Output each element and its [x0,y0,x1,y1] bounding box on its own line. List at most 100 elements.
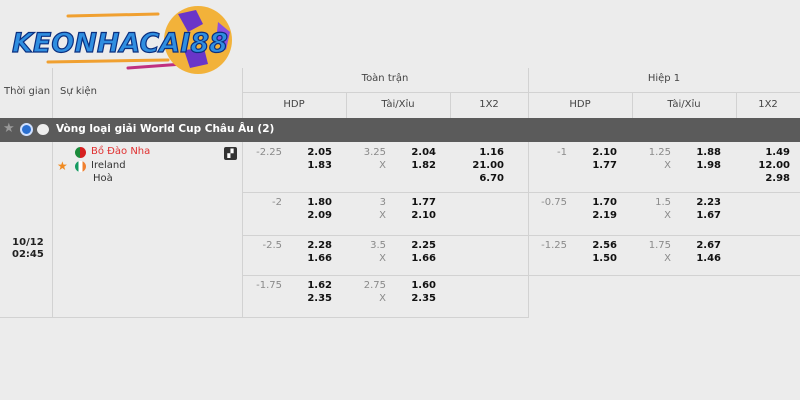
half1-ou-line-value: 1.25 [648,147,671,158]
half1-1x2-odds[interactable]: 1.49 12.00 2.98 [740,146,790,185]
full_match-1x2-odds[interactable]: 1.16 21.00 6.70 [454,146,504,185]
full_match-ou-line-value: X [379,293,386,304]
half1-hdp-line-value: -1 [557,147,567,158]
half1-ou-odds-value[interactable]: 1.98 [696,160,721,171]
half1-hdp-line: -1 [517,146,567,159]
half1-ou-line: 1.25 X [621,146,671,172]
half1-ou-line-value: X [664,210,671,221]
header-1x2: 1X2 [479,99,499,110]
full_match-hdp-line-value: -2 [272,197,282,208]
full_match-hdp-odds-value[interactable]: 2.35 [307,293,332,304]
full_match-1x2-odds-value[interactable]: 6.70 [479,173,504,184]
full_match-1x2-odds-value[interactable]: 1.16 [479,147,504,158]
full_match-hdp-odds-value[interactable]: 1.66 [307,253,332,264]
header-h1-over-under: Tài/Xỉu [667,99,701,110]
half1-hdp-odds[interactable]: 1.70 2.19 [567,196,617,222]
draw-label: Hoà [93,173,113,184]
half1-ou-line: 1.75 X [621,239,671,265]
full_match-hdp-odds[interactable]: 2.28 1.66 [282,239,332,265]
league-name: Vòng loại giải World Cup Châu Âu (2) [56,123,275,135]
full_match-hdp-odds[interactable]: 2.05 1.83 [282,146,332,172]
full_match-ou-odds-value[interactable]: 1.82 [411,160,436,171]
half1-hdp-odds[interactable]: 2.10 1.77 [567,146,617,172]
full_match-hdp-odds-value[interactable]: 1.83 [307,160,332,171]
full_match-hdp-line-value: -2.25 [256,147,282,158]
full_match-ou-odds[interactable]: 1.77 2.10 [386,196,436,222]
half1-hdp-odds-value[interactable]: 2.56 [592,240,617,251]
full_match-hdp-line: -1.75 [232,279,282,292]
half1-ou-odds-value[interactable]: 1.88 [696,147,721,158]
half1-hdp-odds-value[interactable]: 2.10 [592,147,617,158]
brand-logo: KEONHACAI88 [8,2,238,74]
half1-ou-odds-value[interactable]: 2.23 [696,197,721,208]
full_match-ou-odds-value[interactable]: 2.35 [411,293,436,304]
full_match-hdp-odds-value[interactable]: 2.05 [307,147,332,158]
full_match-ou-line-value: 3.25 [363,147,386,158]
full_match-ou-odds[interactable]: 2.04 1.82 [386,146,436,172]
full_match-ou-odds-value[interactable]: 1.60 [411,280,436,291]
competition-icon [37,124,49,135]
half1-ou-odds-value[interactable]: 2.67 [696,240,721,251]
half1-1x2-odds-value[interactable]: 2.98 [765,173,790,184]
header-time: Thời gian [4,86,51,97]
match-datetime: 10/12 02:45 [12,237,44,261]
full_match-ou-odds-value[interactable]: 2.25 [411,240,436,251]
half1-hdp-odds-value[interactable]: 1.50 [592,253,617,264]
league-header[interactable]: ★ Vòng loại giải World Cup Châu Âu (2) [0,118,800,142]
full_match-ou-odds-value[interactable]: 2.10 [411,210,436,221]
half1-hdp-line-value: -0.75 [541,197,567,208]
half1-ou-odds[interactable]: 1.88 1.98 [671,146,721,172]
header-hdp: HDP [283,99,305,110]
header-event: Sự kiện [60,86,97,97]
favorite-star-icon[interactable]: ★ [57,159,68,173]
full_match-ou-odds[interactable]: 2.25 1.66 [386,239,436,265]
full_match-hdp-line: -2.5 [232,239,282,252]
full_match-ou-line-value: 3.5 [370,240,386,251]
half1-hdp-line: -0.75 [517,196,567,209]
full_match-ou-odds-value[interactable]: 1.77 [411,197,436,208]
half1-hdp-line-value: -1.25 [541,240,567,251]
half1-1x2-odds-value[interactable]: 12.00 [758,160,790,171]
half1-1x2-odds-value[interactable]: 1.49 [765,147,790,158]
full_match-ou-line: 3.5 X [336,239,386,265]
half1-ou-odds[interactable]: 2.23 1.67 [671,196,721,222]
half1-ou-odds-value[interactable]: 1.67 [696,210,721,221]
half1-hdp-odds[interactable]: 2.56 1.50 [567,239,617,265]
half1-ou-odds[interactable]: 2.67 1.46 [671,239,721,265]
half1-ou-odds-value[interactable]: 1.46 [696,253,721,264]
home-team[interactable]: Bồ Đào Nha [91,146,151,157]
soccer-icon [20,123,33,136]
header-half1: Hiệp 1 [647,73,681,84]
full_match-ou-line: 2.75 X [336,279,386,305]
full_match-hdp-odds-value[interactable]: 2.28 [307,240,332,251]
full_match-1x2-odds-value[interactable]: 21.00 [472,160,504,171]
half1-hdp-line: -1.25 [517,239,567,252]
full_match-hdp-line: -2 [232,196,282,209]
half1-hdp-odds-value[interactable]: 1.77 [592,160,617,171]
full_match-ou-line-value: 2.75 [363,280,386,291]
stats-icon[interactable]: ▞ [224,147,237,160]
half1-hdp-odds-value[interactable]: 1.70 [592,197,617,208]
full_match-ou-odds[interactable]: 1.60 2.35 [386,279,436,305]
half1-ou-line-value: 1.5 [655,197,671,208]
header-h1-hdp: HDP [569,99,591,110]
half1-ou-line-value: X [664,253,671,264]
full_match-hdp-odds-value[interactable]: 1.80 [307,197,332,208]
half1-hdp-odds-value[interactable]: 2.19 [592,210,617,221]
half1-ou-line-value: X [664,160,671,171]
full_match-ou-line-value: X [379,253,386,264]
away-team[interactable]: Ireland [91,160,126,171]
match-date: 10/12 [12,237,44,248]
full_match-ou-odds-value[interactable]: 2.04 [411,147,436,158]
star-icon[interactable]: ★ [3,121,15,136]
full_match-hdp-odds-value[interactable]: 1.62 [307,280,332,291]
full_match-ou-odds-value[interactable]: 1.66 [411,253,436,264]
full_match-hdp-odds[interactable]: 1.62 2.35 [282,279,332,305]
full_match-ou-line-value: X [379,160,386,171]
full_match-hdp-odds[interactable]: 1.80 2.09 [282,196,332,222]
full_match-hdp-odds-value[interactable]: 2.09 [307,210,332,221]
full_match-hdp-line-value: -1.75 [256,280,282,291]
full_match-ou-line: 3.25 X [336,146,386,172]
half1-ou-line-value: 1.75 [648,240,671,251]
